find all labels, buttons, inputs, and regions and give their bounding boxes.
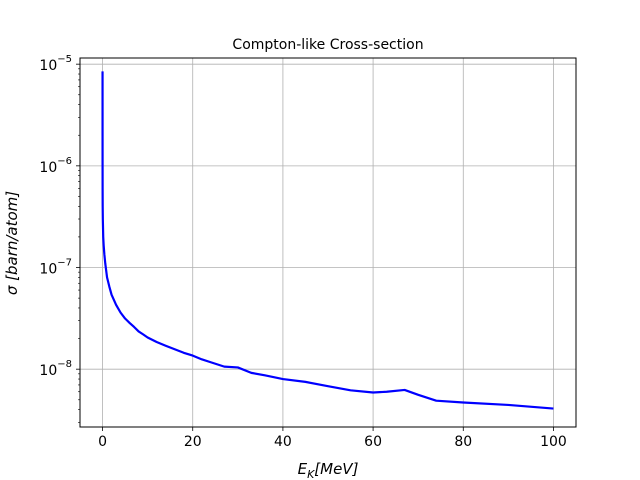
y-tick-label: 10−6: [39, 156, 72, 176]
series-layer: [101, 71, 554, 410]
y-tick-label: 10−5: [39, 54, 72, 74]
y-tick-label: 10−7: [39, 258, 72, 278]
x-tick-label: 0: [98, 434, 107, 450]
series-line: [101, 71, 554, 410]
x-axis-label: EK[MeV]: [298, 460, 359, 480]
x-tick-label: 80: [454, 434, 472, 450]
x-tick-label: 100: [540, 434, 567, 450]
x-tick-label: 40: [274, 434, 292, 450]
x-axis-label-base: E: [298, 460, 308, 478]
y-axis: 10−8 10−7 10−6 10−5: [39, 54, 80, 423]
x-axis-label-sub: K: [307, 468, 315, 480]
x-tick-label: 60: [364, 434, 382, 450]
y-axis-label: σ [barn/atom]: [3, 191, 21, 295]
plot-frame: [79, 57, 577, 428]
chart-title: Compton-like Cross-section: [232, 37, 423, 53]
grid: [80, 58, 576, 427]
x-tick-label: 20: [184, 434, 202, 450]
x-axis: 0 20 40 60 80 100: [98, 427, 567, 450]
y-tick-label: 10−8: [39, 359, 72, 379]
x-axis-label-unit: [MeV]: [314, 460, 358, 478]
